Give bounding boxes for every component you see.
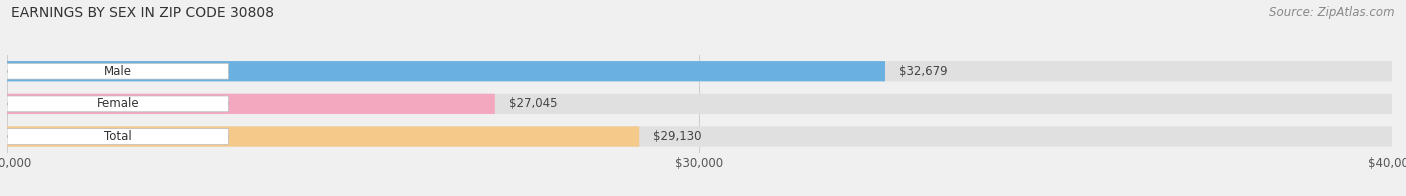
- Text: Female: Female: [97, 97, 139, 110]
- Text: Male: Male: [104, 65, 132, 78]
- FancyBboxPatch shape: [7, 61, 884, 81]
- FancyBboxPatch shape: [7, 94, 1392, 114]
- FancyBboxPatch shape: [7, 126, 640, 147]
- Text: $29,130: $29,130: [654, 130, 702, 143]
- FancyBboxPatch shape: [7, 96, 229, 112]
- FancyBboxPatch shape: [7, 94, 495, 114]
- FancyBboxPatch shape: [7, 126, 1392, 147]
- FancyBboxPatch shape: [7, 129, 229, 144]
- FancyBboxPatch shape: [7, 61, 1392, 81]
- Text: EARNINGS BY SEX IN ZIP CODE 30808: EARNINGS BY SEX IN ZIP CODE 30808: [11, 6, 274, 20]
- Text: $32,679: $32,679: [898, 65, 948, 78]
- Text: Total: Total: [104, 130, 132, 143]
- Text: $27,045: $27,045: [509, 97, 557, 110]
- Text: Source: ZipAtlas.com: Source: ZipAtlas.com: [1270, 6, 1395, 19]
- FancyBboxPatch shape: [7, 63, 229, 79]
